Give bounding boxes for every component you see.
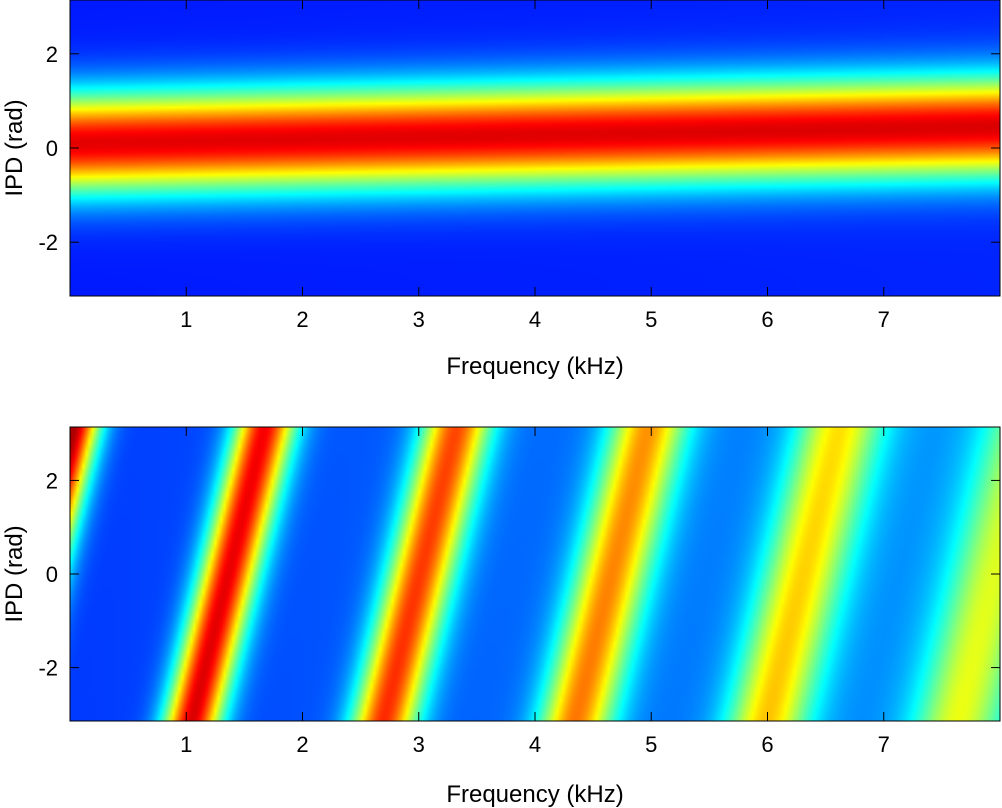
- x-tick-label: 2: [296, 307, 308, 332]
- y-tick-label: 2: [46, 468, 58, 493]
- x-tick-label: 1: [180, 732, 192, 757]
- y-tick-label: 0: [46, 136, 58, 161]
- x-tick-label: 7: [878, 307, 890, 332]
- x-axis-label-top: Frequency (kHz): [446, 353, 623, 380]
- x-tick-label: 7: [878, 732, 890, 757]
- x-tick-label: 5: [645, 307, 657, 332]
- y-axis-label-bottom: IPD (rad): [1, 525, 28, 622]
- heatmap-panel-top: 1 2 3 4 5 6 7 -2 0 2 Frequency (kHz) IPD (rad): [1, 0, 1001, 380]
- heatmap-panel-bottom: 1 2 3 4 5 6 7 -2 0 2 Frequency (kHz) IPD (rad): [1, 426, 1001, 808]
- tick-marks-top: [70, 0, 1000, 296]
- y-axis-label-top: IPD (rad): [1, 99, 28, 196]
- x-tick-label: 1: [180, 307, 192, 332]
- x-tick-label: 4: [529, 307, 541, 332]
- heatmap-bottom-image: [70, 427, 1000, 721]
- heatmap-top-image: [70, 0, 1000, 296]
- x-tick-label: 3: [413, 732, 425, 757]
- x-tick-labels-top: 1 2 3 4 5 6 7: [180, 307, 890, 332]
- x-tick-label: 6: [761, 307, 773, 332]
- tick-marks-bottom: [70, 427, 1000, 721]
- y-tick-labels-top: -2 0 2: [38, 42, 58, 255]
- x-tick-label: 5: [645, 732, 657, 757]
- y-tick-label: -2: [38, 656, 58, 681]
- x-tick-label: 4: [529, 732, 541, 757]
- x-tick-label: 2: [296, 732, 308, 757]
- x-tick-labels-bottom: 1 2 3 4 5 6 7: [180, 732, 890, 757]
- x-tick-label: 3: [413, 307, 425, 332]
- y-tick-labels-bottom: -2 0 2: [38, 468, 58, 680]
- x-tick-label: 6: [761, 732, 773, 757]
- y-tick-label: 0: [46, 562, 58, 587]
- x-axis-label-bottom: Frequency (kHz): [446, 781, 623, 808]
- y-tick-label: 2: [46, 42, 58, 67]
- y-tick-label: -2: [38, 230, 58, 255]
